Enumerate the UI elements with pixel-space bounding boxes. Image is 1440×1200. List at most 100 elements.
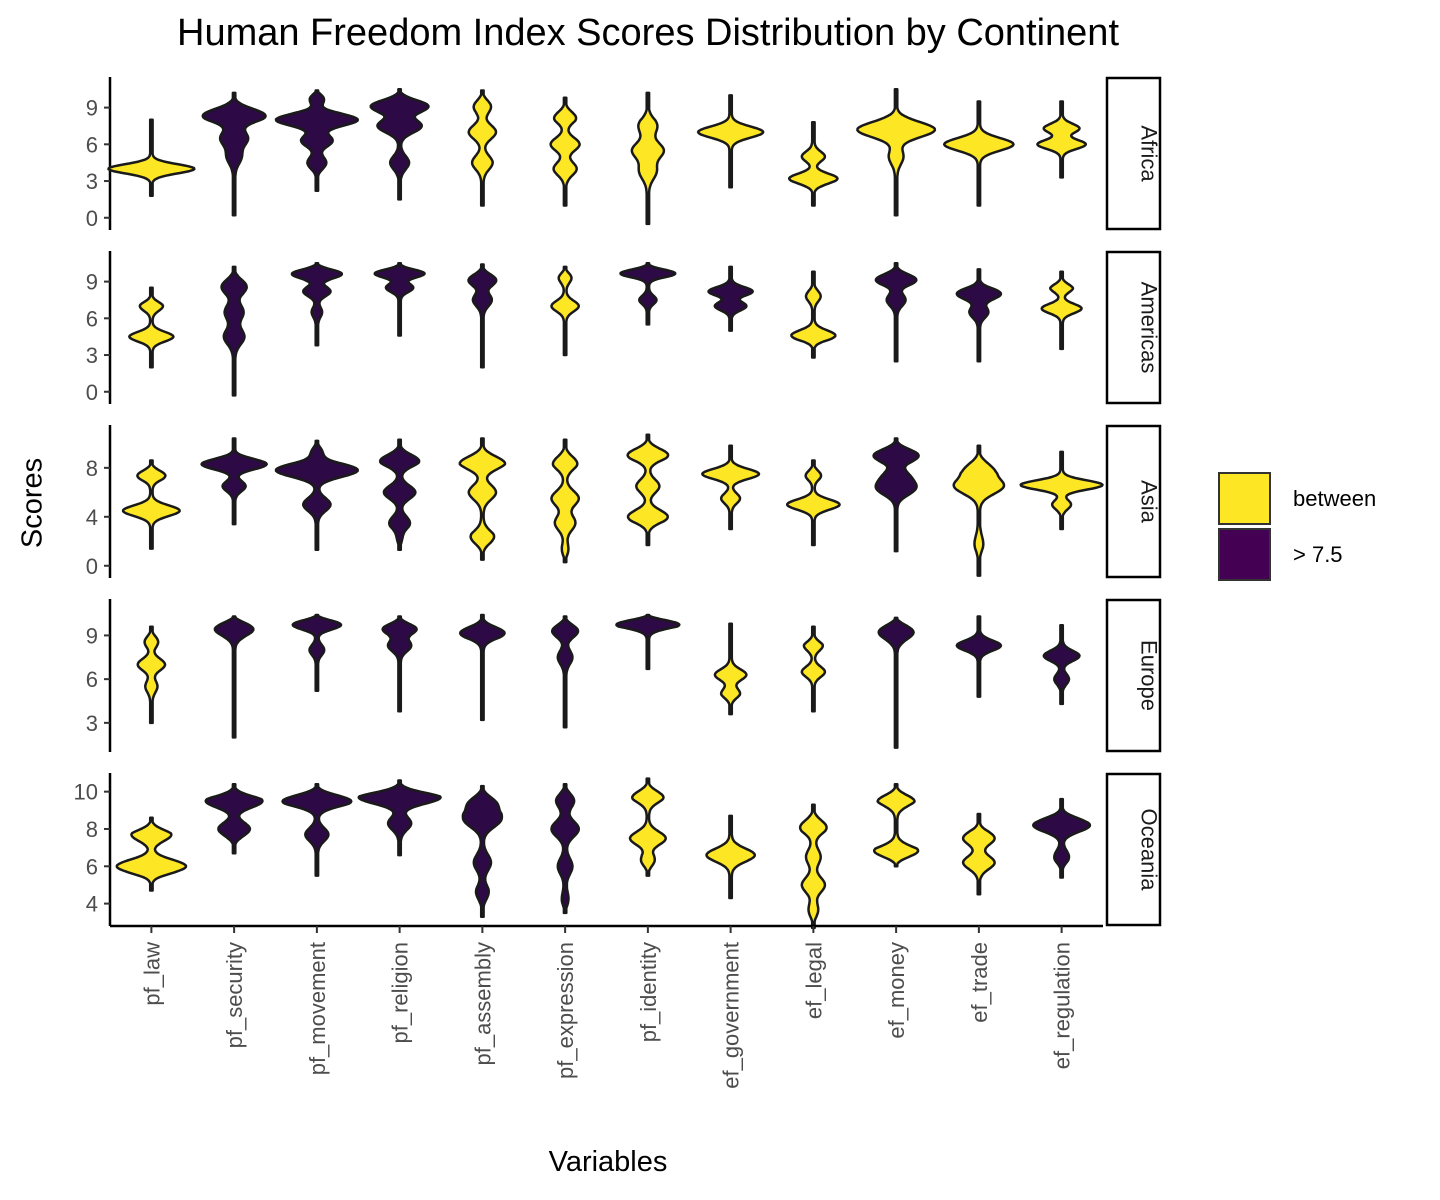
strip-americas xyxy=(1105,250,1162,405)
y-tick-label-europe: 9 xyxy=(86,623,98,648)
violin-europe-ef_government xyxy=(713,622,748,716)
legend-label-over: > 7.5 xyxy=(1293,542,1343,567)
violin-asia-pf_identity xyxy=(626,433,670,547)
x-tick-label-ef_legal: ef_legal xyxy=(801,942,826,1019)
violin-africa-ef_money xyxy=(856,87,937,217)
strip-label-americas: Americas xyxy=(1137,282,1162,374)
strip-label-asia: Asia xyxy=(1137,480,1162,524)
strip-africa xyxy=(1105,76,1162,231)
violin-oceania-pf_law xyxy=(115,816,188,892)
y-tick-label-africa: 6 xyxy=(86,132,98,157)
violin-oceania-pf_identity xyxy=(628,777,667,877)
violin-europe-pf_identity xyxy=(615,613,681,671)
violin-americas-pf_assembly xyxy=(467,263,498,369)
strip-oceania xyxy=(1105,772,1162,927)
violin-oceania-pf_expression xyxy=(550,782,581,915)
violin-africa-pf_security xyxy=(201,91,267,217)
violin-oceania-ef_money xyxy=(872,782,920,868)
violin-asia-pf_assembly xyxy=(458,437,507,561)
violin-asia-pf_law xyxy=(121,459,181,550)
violin-oceania-ef_trade xyxy=(961,812,996,896)
y-tick-label-africa: 3 xyxy=(86,169,98,194)
violin-oceania-pf_movement xyxy=(281,782,353,877)
strip-label-europe: Europe xyxy=(1137,640,1162,711)
violin-asia-pf_expression xyxy=(550,438,581,564)
violin-europe-pf_security xyxy=(213,615,255,739)
y-tick-label-asia: 4 xyxy=(86,505,98,530)
violin-africa-pf_religion xyxy=(369,87,430,201)
violin-europe-pf_religion xyxy=(381,615,418,713)
violin-americas-pf_religion xyxy=(373,261,426,337)
violin-oceania-pf_security xyxy=(204,782,264,855)
violin-americas-pf_law xyxy=(128,286,175,369)
x-tick-label-pf_identity: pf_identity xyxy=(636,942,661,1042)
y-tick-label-americas: 0 xyxy=(86,380,98,405)
legend-key-over xyxy=(1218,528,1271,581)
violin-asia-ef_regulation xyxy=(1019,450,1104,531)
x-tick-label-ef_regulation: ef_regulation xyxy=(1050,942,1075,1069)
y-tick-label-oceania: 8 xyxy=(86,817,98,842)
violin-americas-pf_security xyxy=(220,265,248,397)
y-tick-label-oceania: 6 xyxy=(86,854,98,879)
x-tick-label-ef_money: ef_money xyxy=(884,942,909,1039)
violin-africa-ef_trade xyxy=(942,100,1015,207)
y-tick-label-americas: 9 xyxy=(86,270,98,295)
violin-europe-pf_expression xyxy=(550,615,580,729)
violin-asia-ef_money xyxy=(872,437,920,553)
violin-asia-pf_religion xyxy=(378,438,421,552)
violin-africa-ef_government xyxy=(696,94,765,189)
y-tick-label-oceania: 10 xyxy=(74,780,98,805)
violin-europe-ef_regulation xyxy=(1042,623,1081,706)
y-tick-label-asia: 0 xyxy=(86,554,98,579)
x-tick-label-ef_government: ef_government xyxy=(719,942,744,1089)
x-tick-label-ef_trade: ef_trade xyxy=(967,942,992,1023)
violin-asia-ef_government xyxy=(701,444,761,531)
violin-africa-ef_legal xyxy=(787,121,839,207)
y-tick-label-oceania: 4 xyxy=(86,892,98,917)
violin-europe-pf_assembly xyxy=(458,613,506,722)
violin-africa-ef_regulation xyxy=(1036,100,1088,179)
y-tick-label-europe: 6 xyxy=(86,667,98,692)
violin-oceania-pf_assembly xyxy=(461,784,504,918)
violin-americas-ef_money xyxy=(874,261,918,363)
legend-label-between: between xyxy=(1293,486,1377,511)
y-tick-label-americas: 6 xyxy=(86,306,98,331)
violin-africa-pf_identity xyxy=(630,91,666,226)
x-tick-label-pf_movement: pf_movement xyxy=(305,942,330,1075)
violin-africa-pf_assembly xyxy=(467,89,498,207)
violin-oceania-ef_government xyxy=(705,814,757,900)
x-axis-title: Variables xyxy=(548,1146,668,1178)
violin-americas-ef_regulation xyxy=(1040,270,1083,351)
legend-key-between xyxy=(1218,472,1271,525)
y-tick-label-europe: 3 xyxy=(86,711,98,736)
violin-americas-pf_identity xyxy=(619,261,677,326)
y-tick-label-americas: 3 xyxy=(86,343,98,368)
x-tick-label-pf_security: pf_security xyxy=(222,942,247,1048)
y-tick-label-africa: 9 xyxy=(86,96,98,121)
violin-americas-ef_government xyxy=(707,265,754,332)
strip-label-africa: Africa xyxy=(1137,125,1162,182)
violin-americas-pf_movement xyxy=(290,261,344,347)
violin-asia-ef_legal xyxy=(785,459,841,547)
violin-europe-ef_money xyxy=(877,616,915,749)
violin-africa-pf_law xyxy=(107,118,196,197)
violin-americas-pf_expression xyxy=(550,265,580,357)
violin-oceania-ef_legal xyxy=(798,803,828,930)
legend-item-between: between xyxy=(1218,472,1440,528)
violin-oceania-ef_regulation xyxy=(1032,797,1092,879)
strip-label-oceania: Oceania xyxy=(1137,809,1162,892)
x-tick-label-pf_law: pf_law xyxy=(139,942,164,1006)
violin-europe-ef_legal xyxy=(800,625,827,713)
violin-europe-pf_movement xyxy=(291,613,343,693)
violin-asia-pf_security xyxy=(200,437,268,526)
violin-americas-ef_legal xyxy=(790,270,837,359)
violin-asia-pf_movement xyxy=(274,439,359,552)
y-tick-label-africa: 0 xyxy=(86,206,98,231)
x-tick-label-pf_assembly: pf_assembly xyxy=(470,942,495,1066)
strip-europe xyxy=(1105,598,1162,753)
violin-asia-ef_trade xyxy=(952,444,1006,577)
violin-europe-pf_law xyxy=(136,625,167,725)
legend-item-over: > 7.5 xyxy=(1218,528,1440,584)
x-tick-label-pf_religion: pf_religion xyxy=(388,942,413,1044)
